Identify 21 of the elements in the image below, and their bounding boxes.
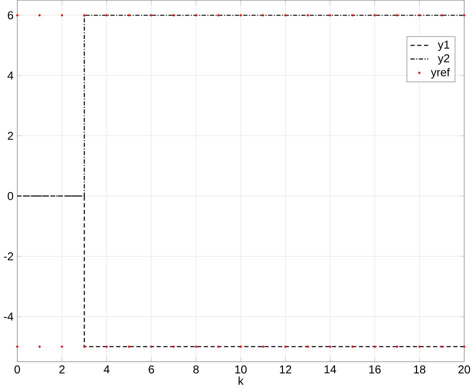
- x-tick-label: 16: [369, 365, 381, 374]
- x-tick-label: 12: [280, 365, 292, 374]
- x-axis-title: k: [238, 376, 244, 385]
- x-tick-label: 20: [458, 365, 470, 374]
- legend-label: yref: [430, 68, 450, 78]
- x-tick-label: 18: [414, 365, 426, 374]
- y-tick-label: -4: [4, 312, 14, 320]
- x-tick-label: 8: [193, 365, 199, 374]
- y-tick-label: 0: [8, 192, 14, 200]
- x-tick-label: 0: [14, 365, 20, 374]
- x-tick-label: 2: [59, 365, 65, 374]
- x-tick-label: 4: [104, 365, 110, 374]
- x-tick-label: 14: [324, 365, 336, 374]
- legend-label: y2: [438, 54, 450, 65]
- y-tick-label: -2: [4, 252, 14, 260]
- x-tick-label: 6: [148, 365, 154, 374]
- legend-label: y1: [438, 40, 450, 51]
- x-tick-label: 10: [235, 365, 247, 374]
- y-tick-label: 2: [8, 132, 14, 140]
- y-tick-label: 6: [8, 11, 14, 20]
- y-tick-label: 4: [8, 72, 14, 80]
